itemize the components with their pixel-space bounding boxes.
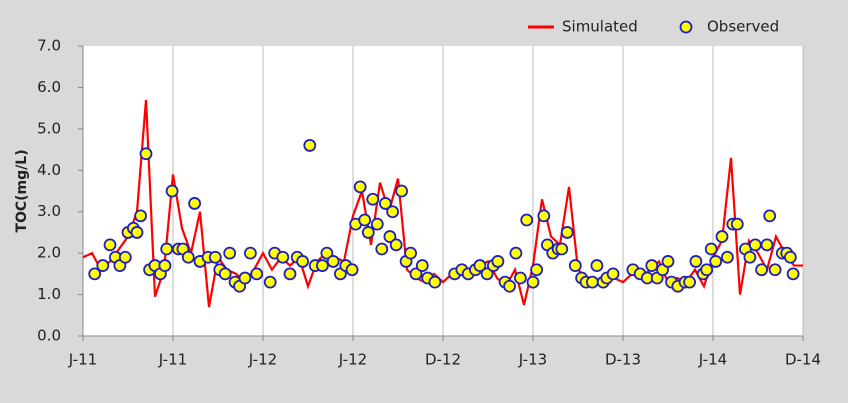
observed-point <box>158 259 172 272</box>
observed-point <box>586 275 599 289</box>
observed-point <box>491 255 505 268</box>
observed-point <box>303 139 317 152</box>
observed-point <box>370 217 384 231</box>
observed-point <box>428 275 442 289</box>
legend-swatch <box>679 20 693 34</box>
observed-point <box>415 259 429 272</box>
x-tick-label: D-12 <box>425 351 461 369</box>
observed-point <box>160 242 174 256</box>
observed-point <box>748 238 762 252</box>
observed-point <box>326 255 340 268</box>
y-tick-label: 5.0 <box>37 119 61 137</box>
observed-point <box>590 259 604 272</box>
observed-point <box>520 213 534 227</box>
observed-point <box>118 250 132 264</box>
observed-point <box>389 238 403 252</box>
y-tick-label: 1.0 <box>37 285 61 303</box>
observed-point <box>700 263 714 277</box>
y-tick-label: 7.0 <box>37 37 61 55</box>
observed-point <box>88 267 102 281</box>
observed-point <box>250 267 264 281</box>
observed-point <box>134 209 148 223</box>
observed-point <box>755 263 768 277</box>
observed-point <box>560 226 574 239</box>
observed-point <box>263 275 277 289</box>
observed-point <box>188 197 202 210</box>
x-tick-label: D-13 <box>605 351 641 369</box>
observed-point <box>218 267 232 281</box>
observed-point <box>606 267 620 281</box>
observed-point <box>661 255 675 268</box>
y-tick-label: 0.0 <box>37 327 61 345</box>
observed-point <box>181 250 195 264</box>
y-tick-label: 4.0 <box>37 161 61 179</box>
observed-point <box>386 205 400 219</box>
observed-point <box>395 184 409 198</box>
observed-point <box>345 263 359 277</box>
observed-point <box>526 275 540 289</box>
x-tick-label: J-11 <box>158 351 187 369</box>
observed-point <box>353 180 367 194</box>
observed-point <box>283 267 297 281</box>
observed-point <box>568 259 582 272</box>
observed-point <box>165 184 179 198</box>
observed-point <box>276 250 290 264</box>
observed-point <box>715 230 729 243</box>
observed-point <box>509 246 523 260</box>
observed-point <box>473 259 487 272</box>
y-tick-label: 3.0 <box>37 202 61 220</box>
observed-point <box>480 267 494 281</box>
x-tick-label: J-11 <box>68 351 97 369</box>
legend-label: Observed <box>707 18 779 36</box>
y-axis-label: TOC(mg/L) <box>14 149 30 232</box>
observed-point <box>768 263 782 277</box>
x-tick-label: J-12 <box>338 351 367 369</box>
observed-point <box>730 217 744 231</box>
observed-point <box>366 192 380 206</box>
observed-point <box>743 250 757 264</box>
observed-point <box>139 147 153 161</box>
observed-point <box>320 246 334 260</box>
observed-point <box>760 238 774 252</box>
observed-point <box>683 275 696 289</box>
observed-point <box>208 250 222 264</box>
observed-point <box>223 246 237 260</box>
legend-label: Simulated <box>562 18 638 36</box>
observed-point <box>709 255 723 268</box>
observed-point <box>786 267 800 281</box>
observed-point <box>315 259 329 272</box>
observed-point <box>530 263 543 277</box>
observed-point <box>689 255 703 268</box>
observed-point <box>296 255 310 268</box>
x-tick-label: J-13 <box>518 351 547 369</box>
observed-point <box>721 250 734 264</box>
observed-point <box>514 271 527 285</box>
observed-point <box>784 250 797 264</box>
observed-point <box>555 242 569 256</box>
x-tick-label: J-14 <box>698 351 727 369</box>
observed-point <box>503 279 517 293</box>
observed-point <box>404 246 418 260</box>
x-tick-label: J-12 <box>248 351 277 369</box>
observed-point <box>378 197 392 210</box>
y-tick-label: 2.0 <box>37 244 61 262</box>
observed-point <box>361 226 375 239</box>
observed-point <box>763 209 777 223</box>
observed-point <box>537 209 551 223</box>
observed-point <box>243 246 257 260</box>
observed-point <box>103 238 117 252</box>
x-tick-label: D-14 <box>785 351 821 369</box>
y-tick-label: 6.0 <box>37 78 61 96</box>
observed-point <box>358 213 372 227</box>
observed-point <box>130 226 144 239</box>
observed-point <box>96 259 110 272</box>
observed-point <box>704 242 718 256</box>
observed-point <box>375 242 389 256</box>
observed-point <box>383 230 397 243</box>
observed-point <box>409 267 423 281</box>
observed-point <box>238 271 252 285</box>
observed-point <box>645 259 659 272</box>
